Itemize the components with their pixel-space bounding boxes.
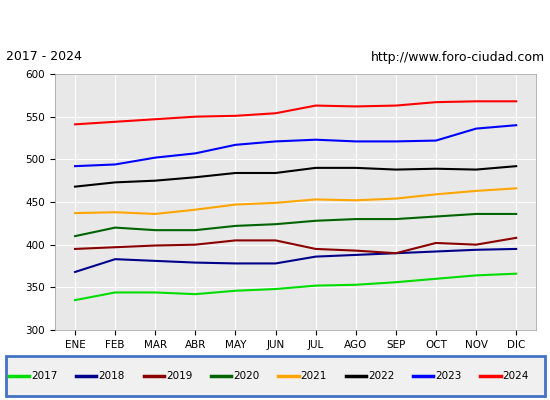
Text: Evolucion num de emigrantes en Sant Pere de Ribes: Evolucion num de emigrantes en Sant Pere… [64,14,486,28]
Text: 2024: 2024 [503,371,529,381]
Text: 2019: 2019 [166,371,192,381]
Text: 2017: 2017 [31,371,58,381]
Text: http://www.foro-ciudad.com: http://www.foro-ciudad.com [370,50,544,64]
Text: 2018: 2018 [98,371,125,381]
Text: 2022: 2022 [368,371,394,381]
Text: 2020: 2020 [233,371,260,381]
Text: 2023: 2023 [436,371,462,381]
FancyBboxPatch shape [6,356,544,396]
Text: 2017 - 2024: 2017 - 2024 [6,50,81,64]
Text: 2021: 2021 [301,371,327,381]
